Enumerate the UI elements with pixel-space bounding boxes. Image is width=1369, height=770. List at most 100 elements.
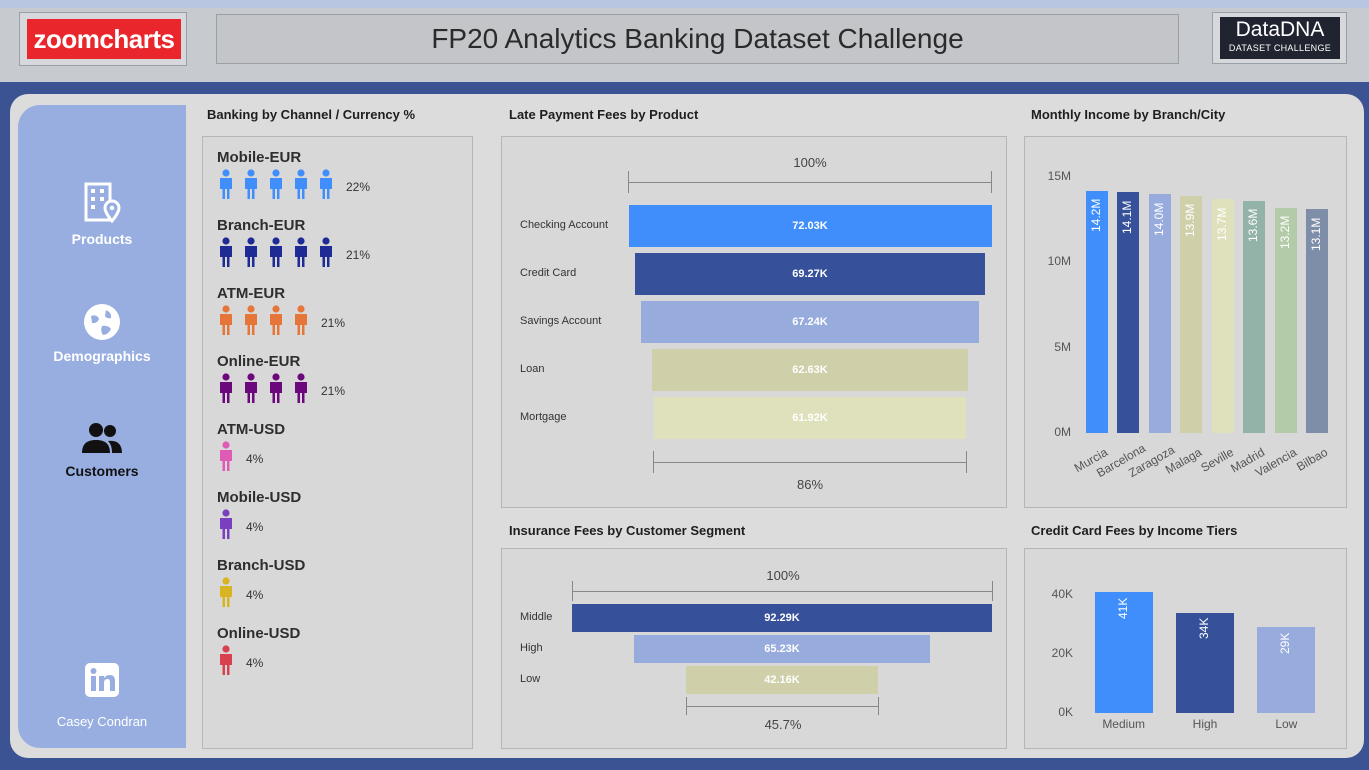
person-icon bbox=[217, 577, 239, 612]
late-fees-title: Late Payment Fees by Product bbox=[509, 107, 699, 122]
late-fees-category-label: Mortgage bbox=[520, 411, 567, 423]
late-fees-top-tick-right bbox=[991, 171, 992, 193]
income-bar bbox=[1306, 209, 1329, 433]
person-icon bbox=[292, 373, 314, 408]
channel-group-row: 4% bbox=[217, 645, 300, 680]
late-fees-category-label: Loan bbox=[520, 363, 545, 375]
channel-group: Branch-USD 4% bbox=[217, 557, 305, 612]
sidebar: Products Demographics Customers bbox=[18, 105, 186, 748]
insurance-category-label: Middle bbox=[520, 611, 553, 623]
nav-demographics-label: Demographics bbox=[53, 348, 151, 364]
insurance-bottom-bracket bbox=[686, 706, 878, 707]
channel-group-row: 4% bbox=[217, 577, 305, 612]
income-panel: 0M 5M 10M 15M 14.2M Murcia 14.1M Barcelona 14.0M… bbox=[1024, 136, 1347, 508]
person-icon bbox=[267, 373, 289, 408]
income-title: Monthly Income by Branch/City bbox=[1031, 107, 1226, 122]
person-icon bbox=[267, 237, 289, 272]
page-title: FP20 Analytics Banking Dataset Challenge bbox=[216, 14, 1179, 64]
channel-group: Online-USD 4% bbox=[217, 625, 300, 680]
late-fees-top-bracket bbox=[628, 182, 991, 183]
income-bar bbox=[1148, 194, 1171, 433]
channel-group: Branch-EUR 21% bbox=[217, 217, 370, 272]
person-icon bbox=[292, 169, 314, 204]
author-name: Casey Condran bbox=[56, 714, 148, 729]
person-icon bbox=[217, 645, 239, 680]
person-icon bbox=[242, 373, 264, 408]
cc-fees-value-label: 29K bbox=[1278, 632, 1293, 654]
income-bar bbox=[1274, 207, 1297, 433]
person-icon bbox=[317, 237, 339, 272]
insurance-top-tick-right bbox=[992, 581, 993, 601]
late-fees-category-label: Credit Card bbox=[520, 267, 577, 279]
channel-group: Mobile-EUR 22% bbox=[217, 149, 370, 204]
person-icon bbox=[242, 169, 264, 204]
insurance-category-label: High bbox=[520, 642, 543, 654]
nav-products-label: Products bbox=[71, 231, 133, 247]
income-value-label: 13.2M bbox=[1277, 215, 1292, 250]
late-fees-bar: 61.92K bbox=[653, 397, 967, 439]
person-icon bbox=[242, 305, 264, 340]
income-bar bbox=[1243, 200, 1266, 433]
people-icon bbox=[82, 423, 122, 453]
datadna-logo: DataDNA DATASET CHALLENGE bbox=[1220, 17, 1340, 59]
person-icon bbox=[217, 169, 239, 204]
late-fees-bar: 67.24K bbox=[640, 301, 980, 343]
person-icon bbox=[217, 305, 239, 340]
nav-customers-label: Customers bbox=[65, 463, 139, 479]
nav-products[interactable]: Products bbox=[18, 181, 186, 247]
cc-fees-category-label: Low bbox=[1275, 717, 1298, 731]
channel-group-name: Mobile-EUR bbox=[217, 149, 302, 166]
income-y-tick: 0M bbox=[1054, 425, 1071, 439]
linkedin-icon bbox=[85, 663, 119, 697]
header: zoomcharts FP20 Analytics Banking Datase… bbox=[0, 0, 1369, 82]
globe-icon bbox=[84, 304, 120, 340]
insurance-top-pct: 100% bbox=[766, 568, 800, 583]
cc-fees-value-label: 34K bbox=[1197, 617, 1211, 640]
channel-group-pct: 4% bbox=[246, 587, 264, 602]
insurance-top-bracket bbox=[572, 591, 992, 592]
nav-demographics[interactable]: Demographics bbox=[18, 302, 186, 364]
datadna-logo-box[interactable]: DataDNA DATASET CHALLENGE bbox=[1212, 12, 1347, 64]
cc-fees-y-tick: 20K bbox=[1051, 646, 1073, 660]
cc-fees-value-label: 41K bbox=[1115, 597, 1130, 619]
datadna-logo-main: DataDNA bbox=[1235, 18, 1325, 41]
income-value-label: 14.2M bbox=[1088, 198, 1103, 233]
channel-group-pct: 21% bbox=[321, 383, 346, 398]
insurance-title: Insurance Fees by Customer Segment bbox=[509, 523, 746, 538]
zoomcharts-logo-box[interactable]: zoomcharts bbox=[19, 12, 187, 66]
channel-group: Mobile-USD 4% bbox=[217, 489, 301, 544]
zoomcharts-logo: zoomcharts bbox=[27, 19, 181, 59]
person-icon bbox=[217, 441, 239, 476]
linkedin-link[interactable] bbox=[18, 663, 186, 697]
channel-group-name: Online-EUR bbox=[217, 353, 301, 370]
channel-group-name: Branch-USD bbox=[217, 557, 306, 574]
person-icon bbox=[217, 509, 239, 544]
insurance-bar: 42.16K bbox=[686, 666, 878, 694]
channel-group-row: 4% bbox=[217, 509, 301, 544]
income-value-label: 13.1M bbox=[1309, 217, 1324, 251]
insurance-bottom-tick-right bbox=[878, 697, 879, 715]
cc-fees-bar bbox=[1094, 592, 1153, 713]
late-fees-panel: 100% 86% Checking Account 72.03K Credit Ca… bbox=[501, 136, 1007, 508]
channel-group-name: Branch-EUR bbox=[217, 217, 306, 234]
channel-group-pct: 4% bbox=[246, 519, 264, 534]
channel-group-pct: 4% bbox=[246, 655, 264, 670]
cc-fees-category-label: Medium bbox=[1102, 717, 1145, 731]
cc-fees-y-tick: 40K bbox=[1051, 587, 1073, 601]
channel-group-row: 21% bbox=[217, 237, 370, 272]
cc-fees-bar bbox=[1176, 612, 1234, 713]
late-fees-bottom-tick-left bbox=[653, 451, 654, 473]
late-fees-bottom-bracket bbox=[653, 462, 966, 463]
nav-customers[interactable]: Customers bbox=[18, 421, 186, 479]
income-y-tick: 15M bbox=[1047, 169, 1071, 183]
person-icon bbox=[267, 305, 289, 340]
income-value-label: 13.7M bbox=[1214, 207, 1229, 241]
datadna-logo-sub: DATASET CHALLENGE bbox=[1228, 43, 1332, 53]
income-bar bbox=[1085, 190, 1108, 433]
late-fees-top-pct: 100% bbox=[793, 155, 827, 170]
channel-group-pct: 21% bbox=[321, 315, 346, 330]
channel-group-pct: 21% bbox=[346, 247, 371, 262]
channel-currency-title: Banking by Channel / Currency % bbox=[207, 107, 416, 122]
channel-group-name: Online-USD bbox=[217, 625, 301, 642]
late-fees-bottom-pct: 86% bbox=[796, 477, 824, 492]
